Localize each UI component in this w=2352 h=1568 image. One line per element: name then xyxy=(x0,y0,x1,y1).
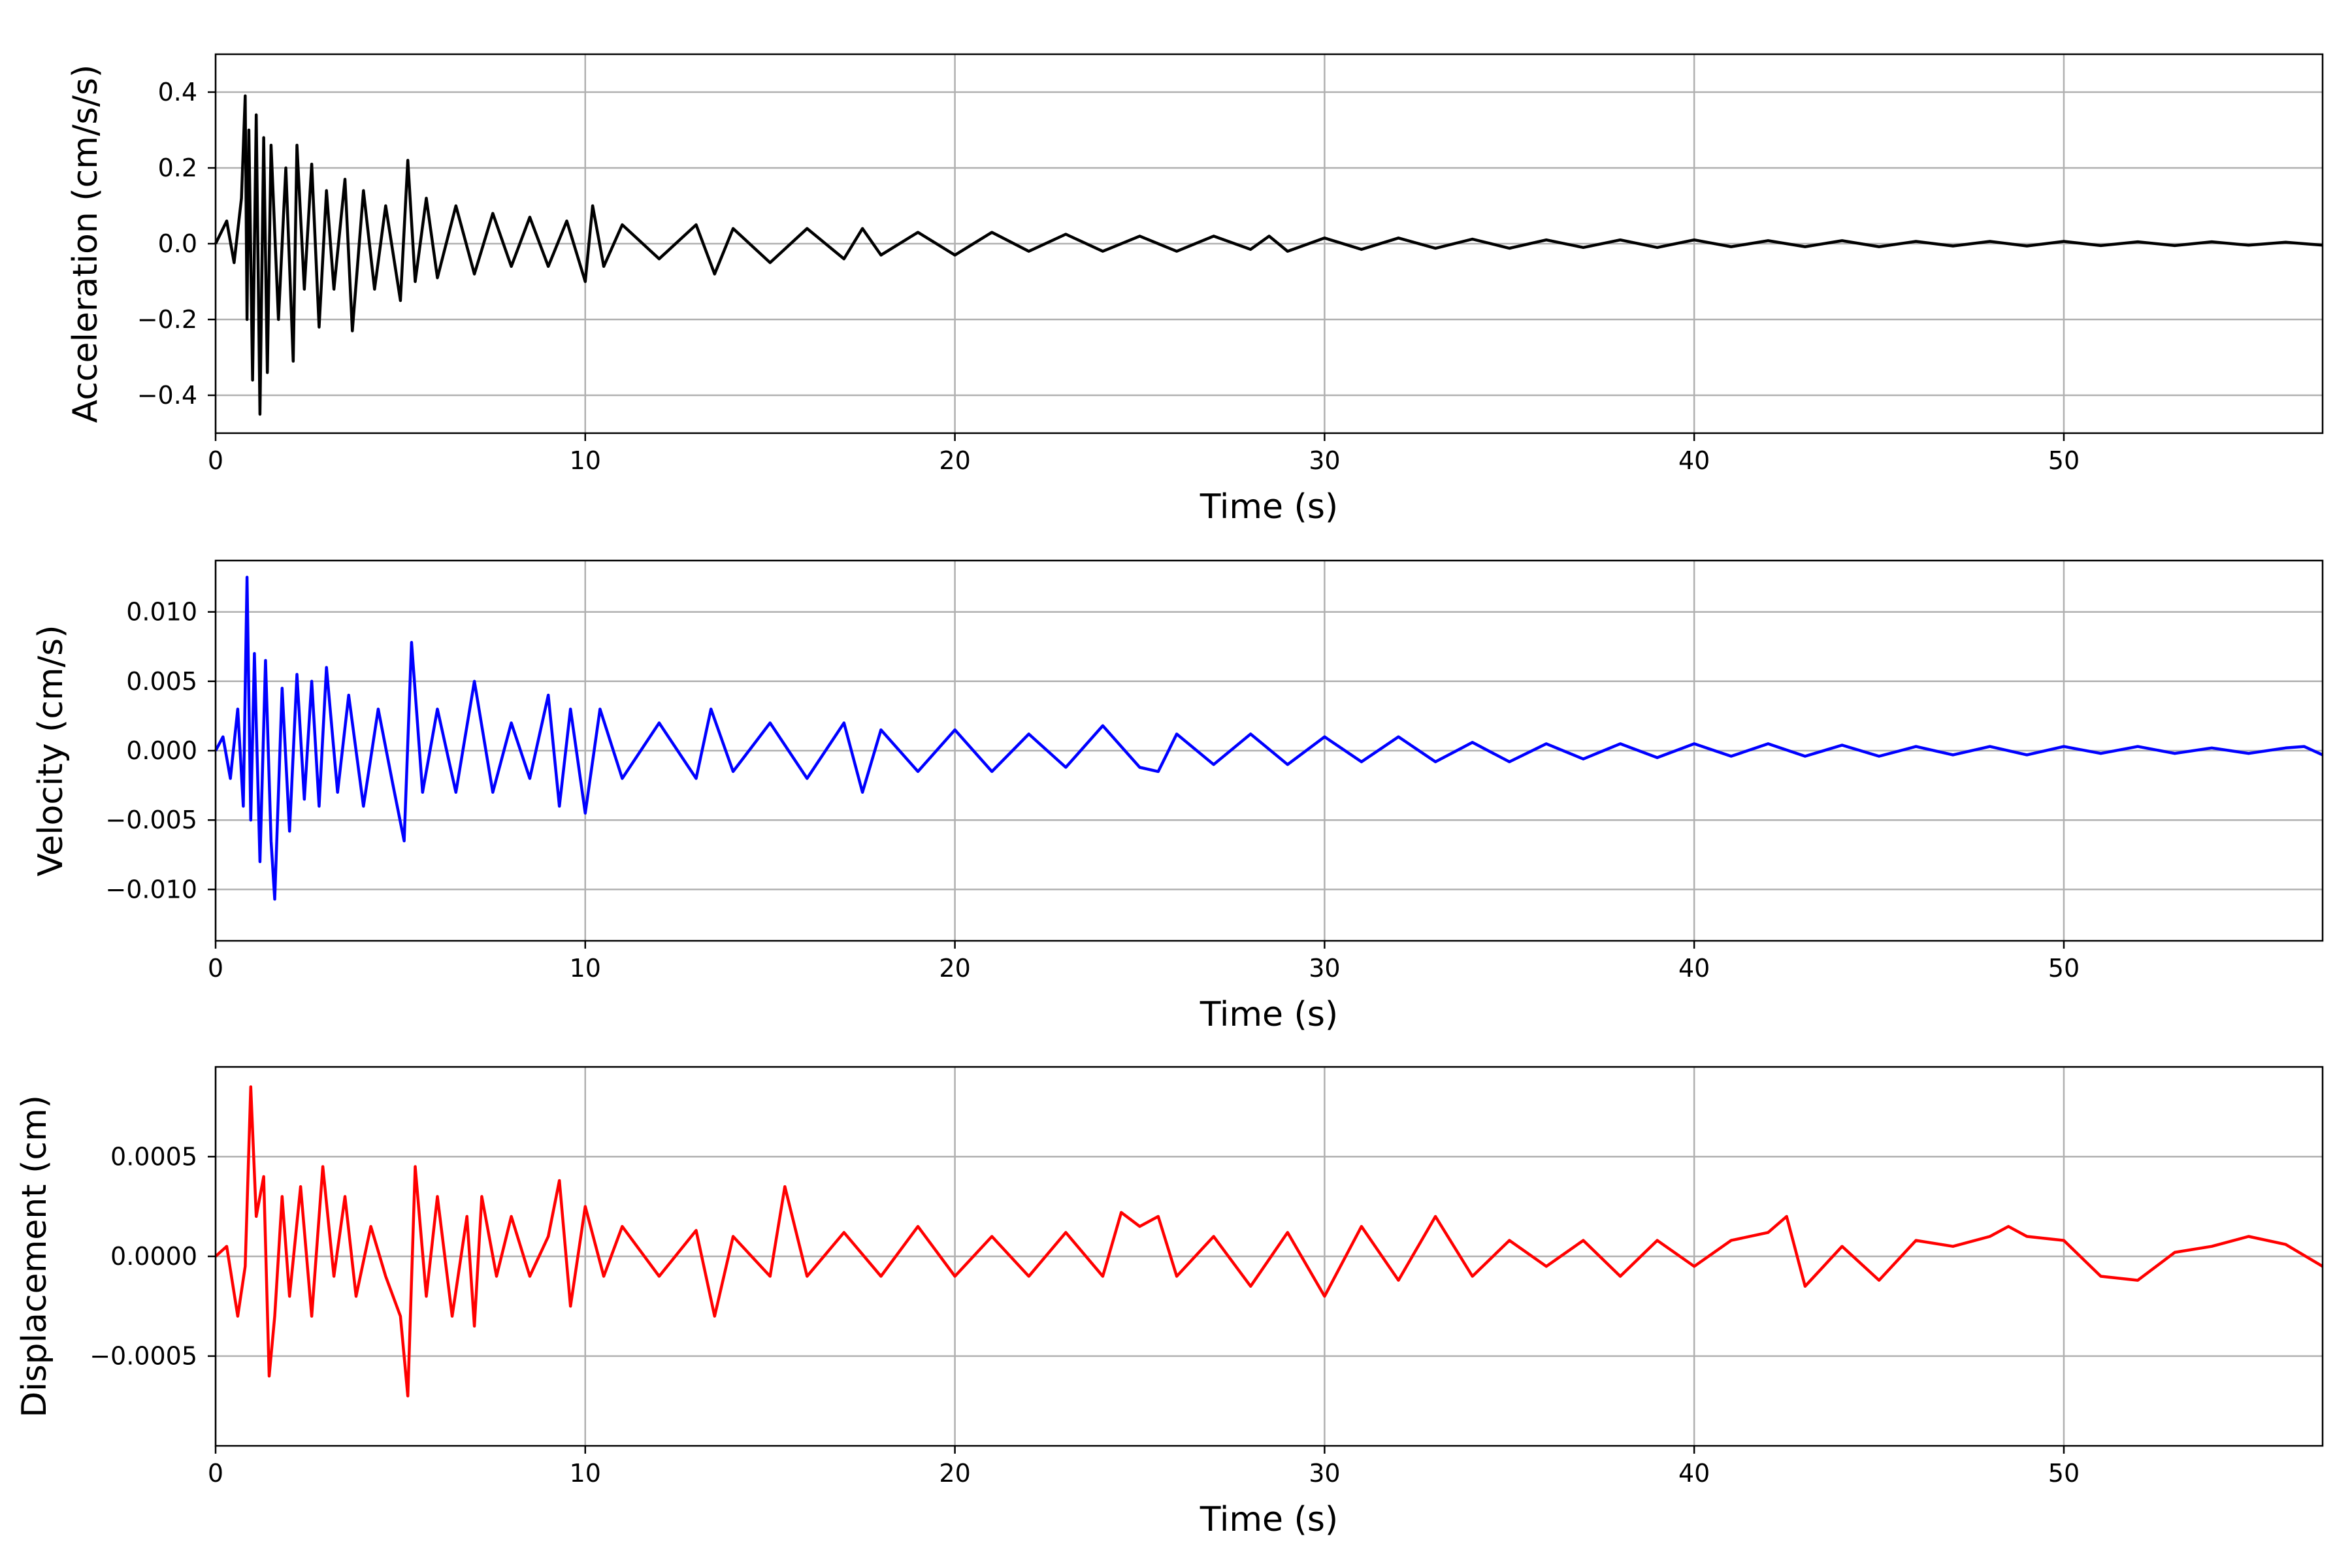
displacement-y-axis-title: Displacement (cm) xyxy=(15,1095,54,1418)
panel-acceleration: 0 10 20 30 40 50 −0.4 −0.2 0.0 0.2 0.4 Time (s) Acce… xyxy=(66,53,2324,527)
velocity-xtick-label-0: 0 xyxy=(208,954,223,983)
displacement-xtick-label-1: 10 xyxy=(570,1459,601,1488)
acceleration-xtick-label-0: 0 xyxy=(208,446,223,475)
velocity-ytick-label-1: −0.005 xyxy=(105,806,197,834)
displacement-ytick-label-2: 0.0005 xyxy=(110,1142,197,1171)
displacement-xtick-label-3: 30 xyxy=(1309,1459,1340,1488)
velocity-xtick-label-2: 20 xyxy=(939,954,970,983)
acceleration-series-line xyxy=(214,94,2323,416)
acceleration-xtick-label-5: 50 xyxy=(2048,446,2080,475)
acceleration-xtick-label-3: 30 xyxy=(1309,446,1340,475)
acceleration-ytick-label-2: 0.0 xyxy=(158,229,197,258)
displacement-xtick-label-2: 20 xyxy=(939,1459,970,1488)
velocity-ytick-label-0: −0.010 xyxy=(105,875,197,904)
acceleration-ytick-label-0: −0.4 xyxy=(137,381,197,410)
panel-velocity: 0 10 20 30 40 50 −0.010 −0.005 0.000 0.005 0.010 Ti… xyxy=(31,559,2324,1034)
displacement-xtick-label-4: 40 xyxy=(1678,1459,1710,1488)
velocity-xtick-label-1: 10 xyxy=(570,954,601,983)
acceleration-xtick-label-4: 40 xyxy=(1678,446,1710,475)
acceleration-y-axis-title: Acceleration (cm/s/s) xyxy=(66,65,105,423)
velocity-ytick-label-4: 0.010 xyxy=(126,598,197,627)
panel-displacement: 0 10 20 30 40 50 −0.0005 0.0000 0.0005 Time (s) Di… xyxy=(15,1066,2324,1539)
displacement-ytick-label-0: −0.0005 xyxy=(90,1342,197,1371)
velocity-xtick-label-3: 30 xyxy=(1309,954,1340,983)
velocity-ytick-label-3: 0.005 xyxy=(126,667,197,696)
velocity-y-axis-title: Velocity (cm/s) xyxy=(31,625,71,877)
velocity-xtick-label-4: 40 xyxy=(1678,954,1710,983)
displacement-series-line xyxy=(214,1085,2324,1397)
acceleration-ytick-label-1: −0.2 xyxy=(137,305,197,334)
velocity-series-line xyxy=(214,576,2323,901)
acceleration-x-axis-title: Time (s) xyxy=(1200,487,1338,527)
displacement-x-axis-title: Time (s) xyxy=(1200,1500,1338,1539)
acceleration-ytick-label-3: 0.2 xyxy=(158,154,197,182)
velocity-xtick-label-5: 50 xyxy=(2048,954,2080,983)
displacement-xtick-label-5: 50 xyxy=(2048,1459,2080,1488)
displacement-xtick-label-0: 0 xyxy=(208,1459,223,1488)
acceleration-xtick-label-1: 10 xyxy=(570,446,601,475)
acceleration-ytick-label-4: 0.4 xyxy=(158,78,197,106)
velocity-ytick-label-2: 0.000 xyxy=(126,736,197,765)
displacement-ytick-label-1: 0.0000 xyxy=(110,1242,197,1271)
velocity-x-axis-title: Time (s) xyxy=(1200,995,1338,1034)
acceleration-xtick-label-2: 20 xyxy=(939,446,970,475)
